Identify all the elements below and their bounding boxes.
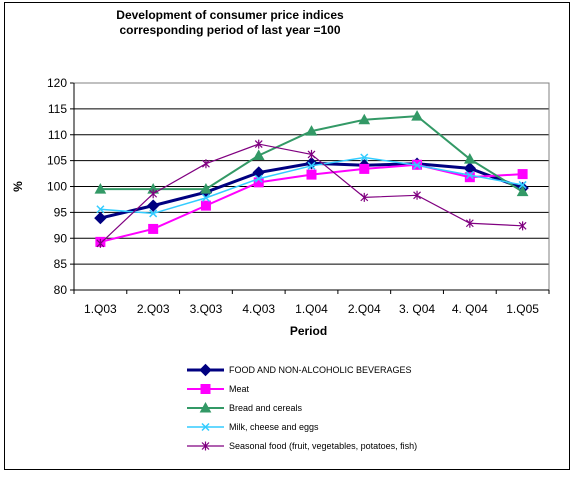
data-point bbox=[149, 189, 158, 199]
x-tick-label: 2.Q03 bbox=[137, 302, 170, 316]
y-tick-label: 100 bbox=[47, 180, 67, 194]
y-tick-label: 90 bbox=[54, 231, 68, 245]
data-point bbox=[96, 205, 105, 214]
x-axis-title: Period bbox=[290, 324, 327, 338]
x-tick-label: 2.Q04 bbox=[348, 302, 381, 316]
chart-title-line-1: Development of consumer price indices bbox=[116, 8, 344, 22]
legend-marker bbox=[199, 363, 212, 377]
legend-label: Bread and cereals bbox=[229, 403, 303, 413]
x-tick-label: 1.Q03 bbox=[84, 302, 117, 316]
data-point bbox=[518, 221, 527, 231]
data-point bbox=[359, 163, 370, 174]
data-point bbox=[254, 174, 263, 183]
data-point bbox=[517, 169, 528, 180]
data-point bbox=[465, 171, 474, 180]
data-point bbox=[200, 200, 211, 211]
data-point bbox=[465, 218, 474, 228]
x-tick-label: 3. Q04 bbox=[399, 302, 435, 316]
x-tick-label: 1.Q05 bbox=[506, 302, 539, 316]
data-point bbox=[306, 169, 317, 180]
data-point bbox=[307, 149, 316, 159]
chart-title-line-2: corresponding period of last year =100 bbox=[119, 23, 341, 37]
y-tick-label: 80 bbox=[54, 283, 68, 297]
data-point bbox=[463, 153, 476, 164]
chart-title: Development of consumer price indices co… bbox=[0, 8, 460, 38]
legend-marker bbox=[200, 384, 211, 394]
x-tick-label: 1.Q04 bbox=[295, 302, 328, 316]
data-point bbox=[200, 183, 212, 194]
data-point bbox=[358, 113, 371, 125]
data-point bbox=[411, 110, 423, 121]
data-point bbox=[516, 185, 529, 197]
y-tick-label: 115 bbox=[48, 102, 67, 116]
x-tick-label: 4. Q04 bbox=[452, 302, 488, 316]
y-tick-label: 85 bbox=[54, 257, 68, 271]
legend-label: FOOD AND NON-ALCOHOLIC BEVERAGES bbox=[229, 365, 412, 375]
data-point bbox=[464, 172, 475, 183]
y-tick-label: 110 bbox=[48, 128, 67, 142]
data-point bbox=[96, 238, 105, 248]
y-tick-label: 120 bbox=[47, 76, 67, 90]
data-point bbox=[518, 180, 527, 189]
legend-label: Meat bbox=[229, 384, 250, 394]
data-point bbox=[252, 149, 265, 160]
legend-label: Milk, cheese and eggs bbox=[229, 422, 319, 432]
data-point bbox=[360, 192, 369, 202]
data-point bbox=[202, 159, 210, 169]
data-point bbox=[94, 211, 107, 225]
data-point bbox=[305, 125, 318, 136]
data-point bbox=[146, 199, 160, 212]
data-point bbox=[413, 161, 422, 170]
data-point bbox=[201, 193, 210, 202]
data-point bbox=[149, 209, 158, 218]
data-point bbox=[307, 161, 316, 170]
y-tick-label: 95 bbox=[54, 205, 68, 219]
legend-label: Seasonal food (fruit, vegetables, potato… bbox=[229, 441, 417, 451]
data-point bbox=[94, 183, 107, 194]
legend-marker bbox=[199, 401, 212, 413]
data-point bbox=[148, 223, 159, 234]
x-tick-label: 4.Q03 bbox=[242, 302, 275, 316]
data-point bbox=[254, 139, 263, 149]
legend-marker bbox=[201, 441, 210, 451]
data-point bbox=[413, 190, 421, 200]
x-tick-label: 3.Q03 bbox=[190, 302, 223, 316]
data-point bbox=[360, 153, 369, 162]
legend-marker bbox=[201, 422, 210, 432]
y-tick-label: 105 bbox=[47, 154, 67, 168]
y-axis-title: % bbox=[11, 181, 25, 192]
